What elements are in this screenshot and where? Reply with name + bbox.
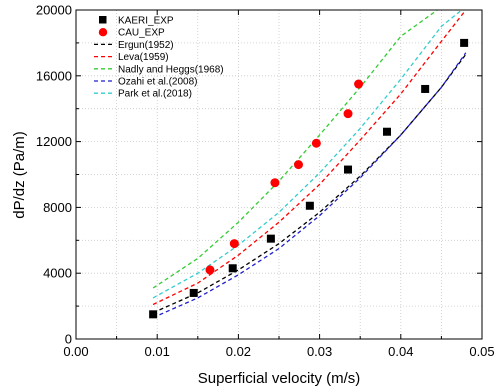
grid-lines	[76, 10, 482, 339]
data-point-circle	[270, 178, 280, 188]
legend-marker-square	[99, 16, 107, 24]
y-axis-title: dP/dz (Pa/m)	[11, 131, 28, 219]
legend-label: Ozahi et al.(2008)	[118, 77, 198, 88]
plot-series	[149, 10, 469, 319]
data-point-square	[460, 38, 469, 47]
x-tick-label: 0.05	[469, 344, 494, 359]
data-point-square	[228, 264, 237, 273]
series-line	[152, 52, 467, 319]
legend-label: Nadly and Heggs(1968)	[118, 64, 224, 75]
x-tick-label: 0.00	[63, 344, 88, 359]
legend-marker-circle	[98, 28, 108, 37]
legend-label: Ergun(1952)	[118, 40, 174, 51]
x-tick-label: 0.02	[226, 344, 251, 359]
legend-label: Park et al.(2018)	[118, 89, 192, 100]
data-point-circle	[354, 79, 364, 89]
data-point-circle	[205, 265, 215, 275]
series-line	[152, 54, 467, 314]
x-tick-label: 0.01	[145, 344, 170, 359]
data-point-circle	[293, 160, 303, 170]
legend: KAERI_EXPCAU_EXPErgun(1952)Leva(1959)Nad…	[94, 16, 224, 100]
y-tick-label: 4000	[43, 266, 72, 281]
y-tick-label: 16000	[36, 68, 72, 83]
y-tick-label: 20000	[36, 3, 72, 18]
data-point-square	[189, 288, 198, 297]
axes: 0.00 0.01 0.02 0.03 0.04 0.05 0 4000 8000 12000 16…	[36, 3, 495, 360]
data-point-square	[421, 84, 430, 93]
x-tick-label: 0.03	[307, 344, 332, 359]
data-point-square	[305, 201, 314, 210]
data-point-circle	[311, 138, 321, 148]
legend-label: CAU_EXP	[118, 28, 165, 39]
y-tick-label: 0	[65, 332, 72, 347]
data-point-square	[382, 127, 391, 136]
data-point-square	[149, 310, 158, 319]
legend-label: Leva(1959)	[118, 52, 169, 63]
y-tick-label: 8000	[43, 200, 72, 215]
data-point-square	[344, 165, 353, 174]
y-tick-label: 12000	[36, 134, 72, 149]
data-point-circle	[229, 239, 239, 249]
x-tick-label: 0.04	[388, 344, 413, 359]
x-axis-title: Superficial velocity (m/s)	[198, 370, 361, 387]
data-point-circle	[343, 109, 353, 119]
legend-label: KAERI_EXP	[118, 16, 174, 27]
series-line	[152, 10, 438, 289]
data-point-square	[266, 234, 275, 243]
